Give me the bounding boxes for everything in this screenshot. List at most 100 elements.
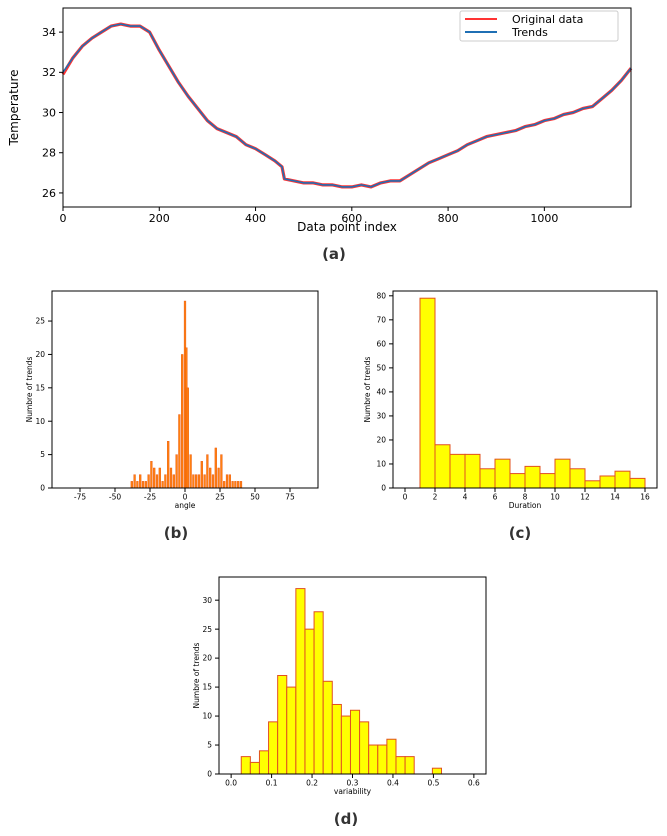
histogram-bar	[153, 467, 156, 489]
x-tick-label: 800	[438, 212, 459, 225]
histogram-bar	[181, 354, 184, 489]
histogram-bar	[258, 750, 270, 775]
histogram-bar	[217, 467, 220, 489]
x-tick-label: 75	[285, 493, 295, 502]
x-tick-label: 1000	[530, 212, 558, 225]
x-tick-label: 4	[463, 493, 468, 502]
x-tick-label: 14	[610, 493, 620, 502]
histogram-bar	[554, 458, 571, 489]
x-tick-label: 0.1	[266, 779, 278, 788]
y-tick-label: 40	[376, 388, 386, 397]
histogram-bar	[240, 756, 251, 775]
x-tick-label: 12	[580, 493, 590, 502]
y-tick-label: 30	[42, 106, 56, 119]
histogram-bar	[172, 474, 175, 489]
histogram-bar	[304, 628, 315, 775]
histogram-bar	[614, 470, 631, 489]
caption-c: (c)	[509, 524, 532, 542]
histogram-bar	[206, 454, 209, 489]
histogram-bar	[322, 680, 333, 775]
legend-label: Original data	[512, 13, 583, 26]
histogram-bar	[144, 481, 147, 489]
histogram-bar	[231, 481, 234, 489]
histogram-bar	[509, 473, 526, 489]
histogram-bar	[479, 468, 496, 489]
x-tick-label: 0	[403, 493, 408, 502]
x-tick-label: 0.4	[387, 779, 399, 788]
histogram-bar	[186, 387, 189, 489]
histogram-bar	[139, 474, 142, 489]
x-tick-label: 400	[245, 212, 266, 225]
y-tick-label: 20	[376, 436, 386, 445]
histogram-bar	[449, 453, 466, 489]
y-tick-label: 34	[42, 26, 56, 39]
plot-frame	[62, 7, 632, 208]
histogram-bar	[286, 686, 297, 775]
y-tick-label: 15	[35, 383, 45, 392]
histogram-bar	[268, 721, 279, 775]
histogram-bar	[349, 709, 361, 775]
y-tick-label: 30	[202, 596, 212, 605]
y-tick-label: 20	[202, 654, 212, 663]
histogram-bar	[295, 588, 306, 775]
histogram-bar	[431, 767, 443, 775]
histogram-bar	[197, 474, 201, 489]
caption-d: (d)	[334, 810, 358, 828]
x-axis-label: variability	[334, 787, 372, 796]
histogram-bar	[584, 480, 601, 489]
histogram-bar	[386, 738, 397, 775]
histogram-bar	[234, 481, 237, 489]
x-tick-label: -25	[144, 493, 156, 502]
histogram-bar	[175, 454, 178, 489]
y-tick-label: 10	[376, 460, 386, 469]
histogram-bar	[167, 441, 170, 489]
histogram-bar	[249, 761, 260, 775]
x-axis-label: Data point index	[297, 220, 397, 234]
x-tick-label: 2	[433, 493, 438, 502]
y-tick-label: 0	[381, 484, 386, 493]
y-tick-label: 70	[376, 315, 386, 324]
legend-box	[459, 10, 619, 42]
histogram-bar	[629, 477, 646, 489]
histogram-bar	[161, 481, 164, 489]
y-tick-label: 10	[35, 417, 45, 426]
y-tick-label: 0	[207, 770, 212, 779]
y-tick-label: 60	[376, 339, 386, 348]
histogram-bar	[178, 414, 181, 489]
caption-b: (b)	[164, 524, 188, 542]
histogram-bar	[211, 474, 215, 489]
y-tick-label: 15	[202, 683, 212, 692]
histogram-bar	[155, 474, 159, 489]
y-tick-label: 30	[376, 412, 386, 421]
histogram-bar	[395, 756, 406, 775]
histogram-bar	[147, 474, 150, 489]
histogram-bar	[524, 465, 541, 489]
x-tick-label: 6	[493, 493, 498, 502]
x-tick-label: 200	[149, 212, 170, 225]
histogram-bar	[141, 481, 145, 489]
histogram-bar	[239, 481, 243, 489]
panel-d-variability-histogram: 0.0 0.1 0.2 0.3 0.4 0.5 0.6 0 5 10 15 20 25 30 variabi…	[192, 576, 487, 796]
histogram-bar	[192, 474, 195, 489]
x-tick-label: 8	[523, 493, 528, 502]
histogram-bar	[223, 481, 226, 489]
y-tick-label: 80	[376, 291, 386, 300]
x-tick-label: 25	[215, 493, 225, 502]
x-tick-label: 10	[550, 493, 560, 502]
histogram-bar	[214, 447, 217, 489]
x-tick-label: 50	[250, 493, 260, 502]
histogram-bar	[130, 481, 133, 489]
y-axis-label: Numbre of trends	[363, 356, 372, 422]
histogram-bar	[404, 756, 415, 775]
histogram-bar	[359, 721, 370, 775]
histogram-bar	[136, 481, 139, 489]
histogram-bar	[225, 474, 229, 489]
histogram-bar	[494, 458, 511, 489]
y-tick-label: 25	[35, 317, 45, 326]
histogram-bar	[340, 715, 351, 775]
x-tick-label: 0.2	[306, 779, 318, 788]
histogram-bar	[419, 297, 436, 489]
histogram-bar	[569, 468, 586, 489]
